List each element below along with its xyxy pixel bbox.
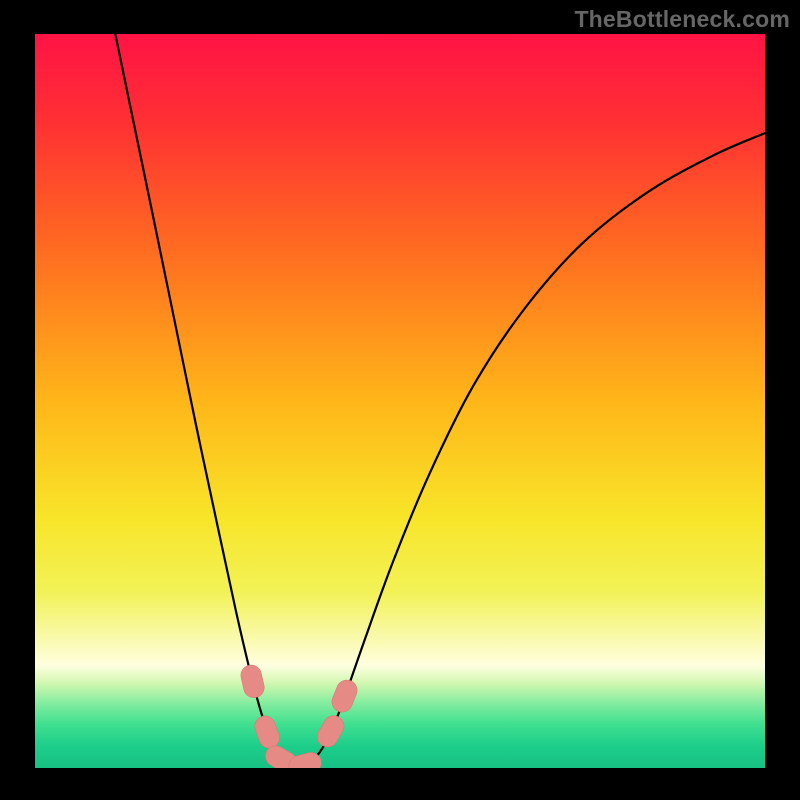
plot-area	[35, 34, 765, 768]
watermark-label: TheBottleneck.com	[574, 6, 790, 33]
gradient-background	[35, 34, 765, 768]
chart-container: TheBottleneck.com	[0, 0, 800, 800]
chart-svg	[35, 34, 765, 768]
